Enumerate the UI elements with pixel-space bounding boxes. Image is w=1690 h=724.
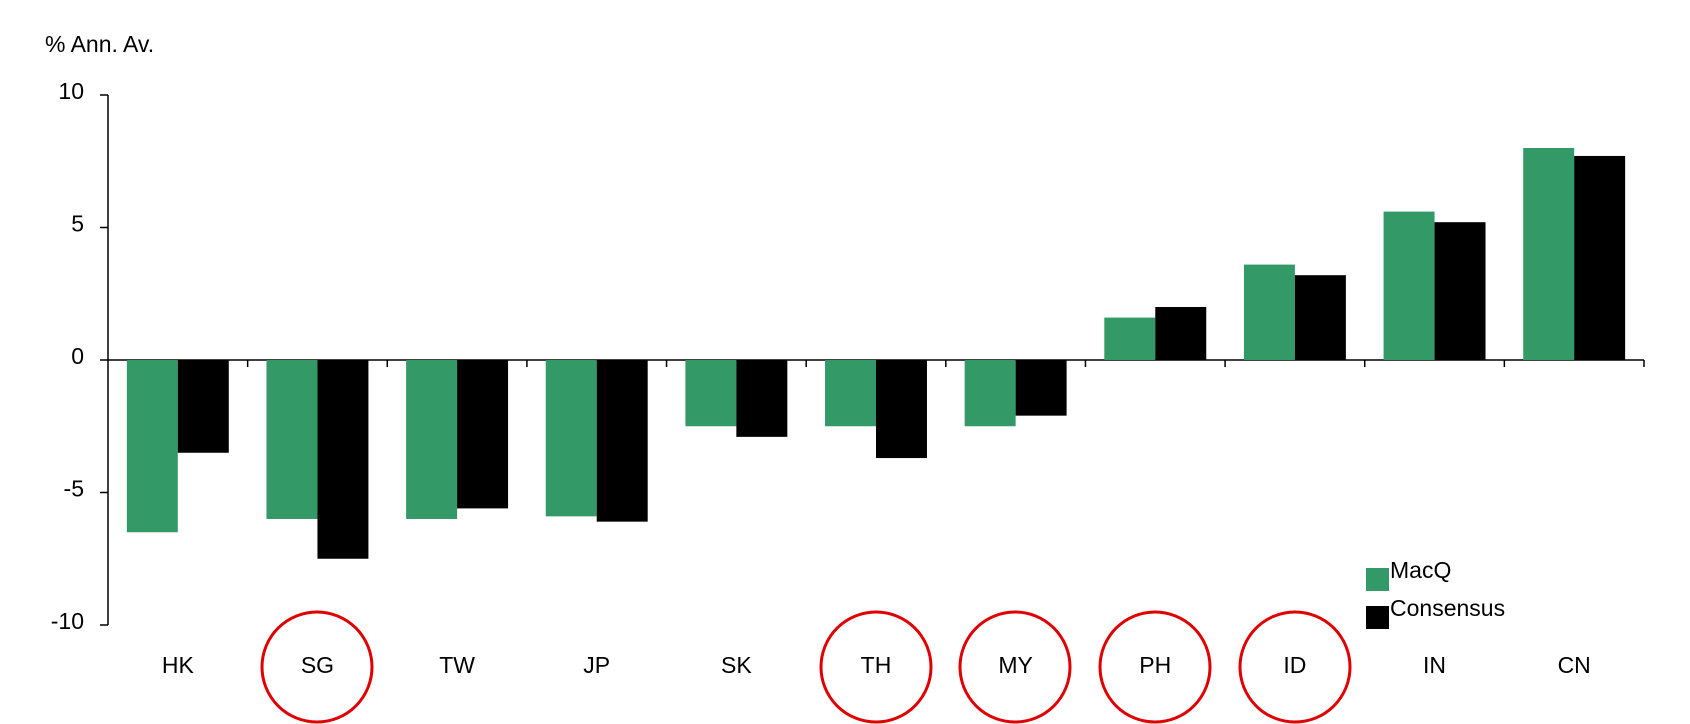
bar	[685, 360, 737, 427]
highlight-circle	[1238, 610, 1352, 724]
x-tick-label: TW	[439, 652, 475, 678]
x-tick-label: PH	[1139, 652, 1171, 678]
x-tick-label: HK	[162, 652, 195, 678]
x-tick-label: CN	[1558, 652, 1591, 678]
bar	[1294, 275, 1346, 360]
highlight-circle	[1098, 610, 1212, 724]
x-tick-label: IN	[1423, 652, 1446, 678]
highlight-circle	[260, 610, 374, 724]
bar	[545, 360, 597, 517]
legend-label: Consensus	[1390, 595, 1505, 621]
bar	[964, 360, 1016, 427]
x-tick-label: ID	[1283, 652, 1306, 678]
bar	[876, 360, 927, 459]
y-tick-label: 10	[58, 78, 84, 104]
bar	[1155, 307, 1207, 360]
legend-label: MacQ	[1390, 557, 1451, 583]
bar	[1434, 222, 1486, 360]
x-tick-label: MY	[998, 652, 1033, 678]
bar	[266, 360, 318, 519]
x-tick-label: SG	[301, 652, 334, 678]
bar	[177, 360, 229, 453]
y-tick-label: -10	[51, 608, 84, 634]
bar	[317, 360, 369, 559]
bar	[1523, 148, 1575, 360]
bar	[1104, 317, 1156, 360]
legend-swatch	[1366, 568, 1389, 591]
bar	[1574, 155, 1626, 360]
bar	[1383, 211, 1435, 360]
x-tick-label: SK	[721, 652, 752, 678]
bar	[406, 360, 458, 519]
highlight-circle	[819, 610, 933, 724]
bar	[1015, 360, 1067, 416]
bar	[825, 360, 876, 427]
bar	[736, 360, 788, 437]
y-axis-label: % Ann. Av.	[45, 31, 154, 57]
bar	[457, 360, 509, 509]
highlight-circle	[958, 610, 1072, 724]
y-tick-label: -5	[64, 476, 84, 502]
legend-swatch	[1366, 606, 1389, 629]
bar	[1243, 264, 1295, 360]
x-tick-label: JP	[583, 652, 610, 678]
bar	[126, 360, 178, 533]
x-tick-label: TH	[861, 652, 892, 678]
y-tick-label: 5	[71, 211, 84, 237]
y-tick-label: 0	[71, 343, 84, 369]
bar	[596, 360, 648, 522]
highlight-circles	[260, 610, 1352, 724]
